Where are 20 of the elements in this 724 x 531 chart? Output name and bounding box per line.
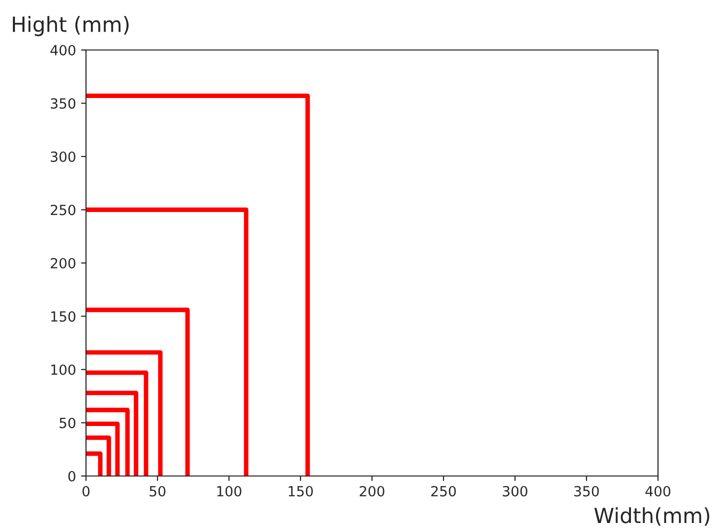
- y-tick-label: 400: [50, 44, 76, 56]
- x-tick-label: 50: [150, 486, 166, 496]
- y-tick-label: 150: [51, 311, 76, 322]
- y-tick-label: 200: [50, 258, 76, 268]
- x-tick-label: 200: [360, 486, 384, 496]
- x-axis-title: Width(mm): [594, 507, 710, 526]
- y-axis-title: Hight (mm): [12, 16, 129, 36]
- y-tick-label: 350: [50, 98, 76, 109]
- x-tick-label: 350: [574, 486, 599, 496]
- x-tick-label: 0: [82, 486, 90, 496]
- y-tick-label: 0: [68, 470, 76, 482]
- y-tick-label: 300: [50, 151, 76, 162]
- x-tick-label: 300: [502, 486, 528, 496]
- y-tick-label: 100: [51, 364, 76, 375]
- y-tick-label: 250: [50, 204, 76, 216]
- x-tick-label: 100: [217, 486, 242, 496]
- y-tick-label: 50: [60, 418, 76, 428]
- x-tick-label: 400: [645, 486, 670, 496]
- x-tick-label: 150: [288, 486, 313, 496]
- x-tick-label: 250: [431, 486, 456, 496]
